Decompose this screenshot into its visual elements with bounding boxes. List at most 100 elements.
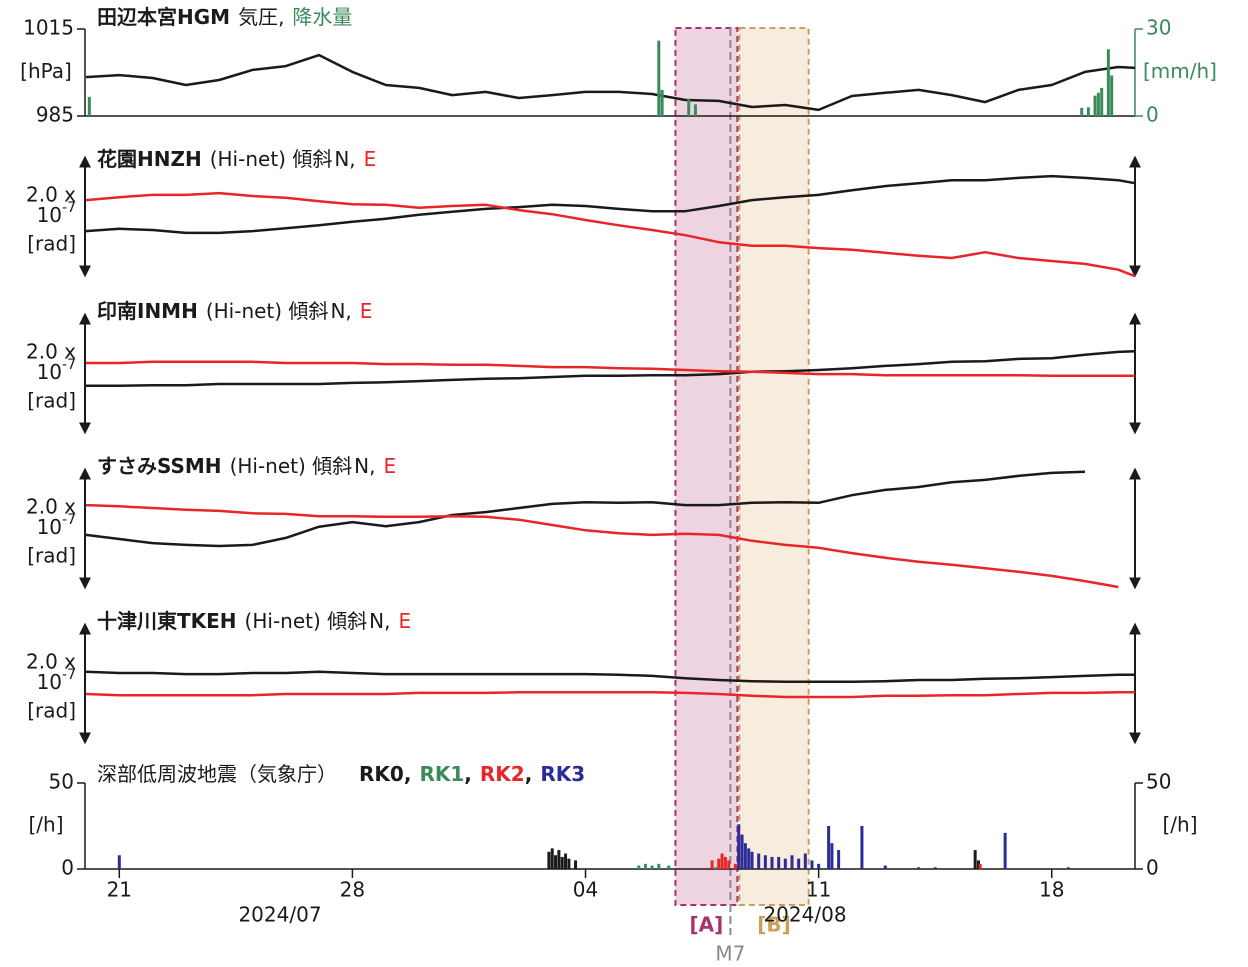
x-month-label: 2024/08: [763, 903, 846, 927]
bar: [837, 850, 841, 869]
scale-base: 10: [37, 203, 62, 227]
bar: [743, 843, 747, 869]
panel-title: 十津川東TKEH (Hi-net) 傾斜 N, E: [97, 609, 411, 633]
series-line: [85, 503, 1119, 589]
bar: [717, 858, 721, 869]
legend-separator: ,: [525, 762, 533, 786]
legend-entry: E: [398, 609, 411, 633]
event-label: M7: [715, 942, 745, 966]
title: すさみSSMH: [97, 454, 222, 478]
scale-exponent-label: 10-7: [37, 200, 76, 227]
bar: [560, 856, 564, 869]
scale-unit: [rad]: [27, 699, 76, 723]
bar: [1096, 92, 1100, 116]
y-tick-label: 0: [61, 856, 74, 880]
legend-entry: 気圧: [238, 5, 278, 29]
scale-base: 10: [37, 515, 62, 539]
bar: [574, 860, 578, 869]
legend-separator: ,: [384, 609, 390, 633]
scale-base: 10: [37, 670, 62, 694]
panel-title: 深部低周波地震（気象庁） RK0, RK1, RK2, RK3: [97, 762, 585, 786]
scale-exponent-label: 10-7: [37, 512, 76, 539]
title: 深部低周波地震（気象庁）: [97, 762, 337, 786]
scale-exponent: -7: [62, 200, 76, 216]
bar: [687, 98, 691, 116]
bar: [1100, 87, 1104, 116]
bar: [1093, 95, 1097, 116]
bar: [643, 863, 647, 869]
bar: [763, 855, 767, 869]
bar: [720, 853, 724, 869]
bar: [976, 860, 980, 869]
bar: [550, 848, 554, 869]
y2-tick-label: 0: [1146, 103, 1159, 127]
legend-entry: RK0: [359, 762, 404, 786]
bar: [713, 867, 717, 869]
bar: [777, 856, 781, 869]
x-tick-label: 18: [1039, 878, 1064, 902]
bar: [710, 860, 714, 869]
legend-entry: N: [354, 454, 369, 478]
scale-label: 2.0 x: [26, 340, 76, 364]
legend-entry: N: [330, 299, 345, 323]
bar: [567, 858, 571, 869]
legend-entry: N: [334, 147, 349, 171]
scale-exponent-label: 10-7: [37, 357, 76, 384]
bar: [1106, 49, 1110, 116]
bar: [797, 858, 801, 869]
bar: [1003, 832, 1007, 869]
bar: [737, 824, 741, 869]
title: 印南INMH: [97, 299, 198, 323]
bar: [747, 848, 751, 869]
series-line: [85, 470, 1086, 548]
bar: [770, 856, 774, 869]
title: 田辺本宮HGM: [97, 5, 230, 29]
legend-entry: RK1: [419, 762, 464, 786]
bar: [727, 860, 731, 869]
region-label: [A]: [690, 913, 724, 937]
highlight-region: [674, 27, 739, 906]
scale-label: 2.0 x: [26, 183, 76, 207]
panel-title: 印南INMH (Hi-net) 傾斜 N, E: [97, 299, 372, 323]
legend-separator: ,: [345, 299, 351, 323]
x-tick-label: 21: [107, 878, 132, 902]
x-month-label: 2024/07: [238, 903, 321, 927]
subtitle: (Hi-net) 傾斜: [245, 609, 368, 633]
bar: [973, 850, 977, 869]
bar: [803, 853, 807, 869]
y2-axis-label: [/h]: [1162, 813, 1197, 837]
bar: [1086, 107, 1090, 116]
panel-title: 花園HNZH (Hi-net) 傾斜 N, E: [97, 147, 376, 171]
subtitle: (Hi-net) 傾斜: [230, 454, 353, 478]
bar: [693, 104, 697, 116]
bar: [564, 853, 568, 869]
bar: [1110, 75, 1114, 116]
series-line: [86, 360, 1135, 378]
legend-entry: RK2: [480, 762, 525, 786]
bar: [660, 89, 664, 116]
scale-exponent-label: 10-7: [37, 667, 76, 694]
y2-tick-label: 0: [1146, 856, 1159, 880]
bar: [657, 863, 661, 869]
bar: [917, 867, 921, 869]
series-line: [85, 53, 1136, 112]
bar: [750, 851, 754, 869]
legend-entry: E: [360, 299, 373, 323]
bar: [817, 863, 821, 869]
bar: [740, 834, 744, 869]
bar: [860, 826, 864, 869]
y-axis-label: [hPa]: [20, 59, 72, 83]
bar: [547, 851, 551, 869]
legend-entry: E: [364, 147, 377, 171]
scale-exponent: -7: [62, 667, 76, 683]
y-axis-label: [/h]: [28, 813, 63, 837]
bar: [790, 855, 794, 869]
scale-exponent: -7: [62, 357, 76, 373]
y-tick-label: 985: [36, 103, 74, 127]
bar: [830, 843, 834, 869]
subtitle: (Hi-net) 傾斜: [206, 299, 329, 323]
bar: [667, 865, 671, 869]
y-tick-label: 1015: [23, 16, 74, 40]
bar: [557, 850, 561, 869]
